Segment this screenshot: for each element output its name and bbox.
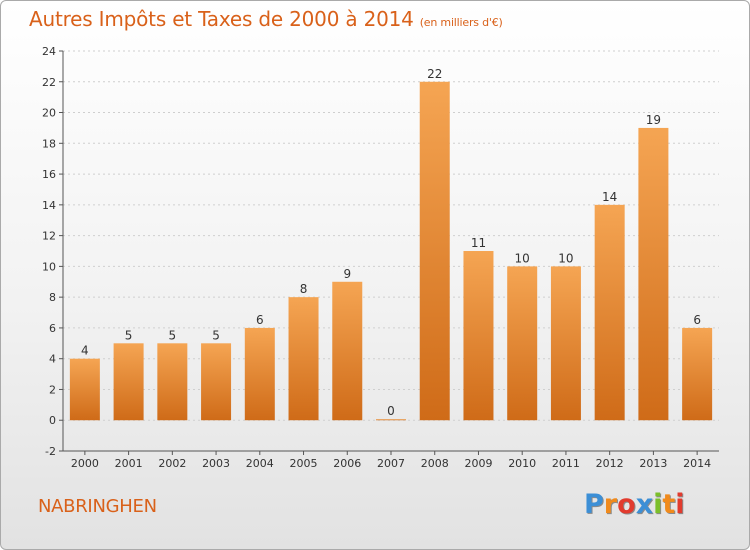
y-tick-label: 14 — [42, 199, 56, 212]
bar — [288, 297, 319, 421]
x-tick-label: 2008 — [421, 457, 449, 470]
y-tick-label: 6 — [49, 322, 56, 335]
y-tick-label: 10 — [42, 260, 56, 273]
x-tick-label: 2003 — [202, 457, 230, 470]
logo-letter: t — [662, 489, 676, 520]
x-tick-label: 2004 — [246, 457, 274, 470]
data-label: 9 — [343, 267, 351, 281]
data-label: 5 — [212, 328, 220, 342]
chart-subtitle: (en milliers d'€) — [419, 16, 503, 29]
data-label: 5 — [125, 328, 133, 342]
chart-title: Autres Impôts et Taxes de 2000 à 2014 (en… — [29, 7, 503, 31]
bar — [594, 204, 625, 421]
y-tick-label: 4 — [49, 353, 56, 366]
bar — [507, 266, 538, 421]
x-tick-label: 2014 — [683, 457, 711, 470]
y-tick-label: 12 — [42, 230, 56, 243]
bar — [376, 419, 406, 421]
bar — [244, 327, 275, 421]
data-label: 5 — [169, 328, 177, 342]
data-label: 10 — [558, 251, 573, 265]
x-tick-label: 2006 — [333, 457, 361, 470]
x-tick-label: 2012 — [596, 457, 624, 470]
data-label: 22 — [427, 67, 442, 81]
proxiti-logo: Proxiti — [584, 489, 685, 520]
data-label: 11 — [471, 236, 486, 250]
bar — [201, 343, 232, 421]
bar — [69, 358, 100, 421]
y-tick-label: 0 — [49, 414, 56, 427]
x-tick-label: 2011 — [552, 457, 580, 470]
y-tick-label: 16 — [42, 168, 56, 181]
location-name: NABRINGHEN — [38, 496, 157, 517]
y-tick-label: 2 — [49, 383, 56, 396]
logo-letter: o — [617, 489, 636, 520]
title-text: Autres Impôts et Taxes de 2000 à 2014 — [29, 7, 414, 31]
x-tick-label: 2009 — [464, 457, 492, 470]
x-tick-label: 2013 — [639, 457, 667, 470]
y-tick-label: 8 — [49, 291, 56, 304]
data-label: 0 — [387, 404, 395, 418]
y-tick-label: -2 — [45, 445, 56, 458]
data-label: 4 — [81, 344, 89, 358]
bar — [550, 266, 581, 421]
bar — [638, 127, 669, 421]
bar — [682, 327, 713, 421]
bar — [332, 281, 363, 421]
bar — [157, 343, 188, 421]
y-tick-label: 18 — [42, 137, 56, 150]
data-label: 6 — [256, 313, 264, 327]
data-label: 8 — [300, 282, 308, 296]
x-tick-label: 2010 — [508, 457, 536, 470]
x-tick-label: 2002 — [158, 457, 186, 470]
y-tick-label: 22 — [42, 76, 56, 89]
logo-letter: x — [635, 489, 654, 520]
logo-letter: r — [603, 489, 618, 520]
data-label: 6 — [693, 313, 701, 327]
logo-letter: i — [653, 489, 663, 520]
x-tick-label: 2001 — [115, 457, 143, 470]
bar — [113, 343, 144, 421]
data-label: 14 — [602, 190, 617, 204]
logo-letter: i — [675, 489, 685, 520]
data-label: 10 — [515, 251, 530, 265]
y-tick-label: 24 — [42, 45, 56, 58]
data-label: 19 — [646, 113, 661, 127]
bar — [419, 81, 450, 421]
bar — [463, 251, 494, 421]
x-tick-label: 2000 — [71, 457, 99, 470]
logo-letter: P — [584, 489, 604, 520]
x-tick-label: 2005 — [290, 457, 318, 470]
x-tick-label: 2007 — [377, 457, 405, 470]
y-tick-label: 20 — [42, 107, 56, 120]
